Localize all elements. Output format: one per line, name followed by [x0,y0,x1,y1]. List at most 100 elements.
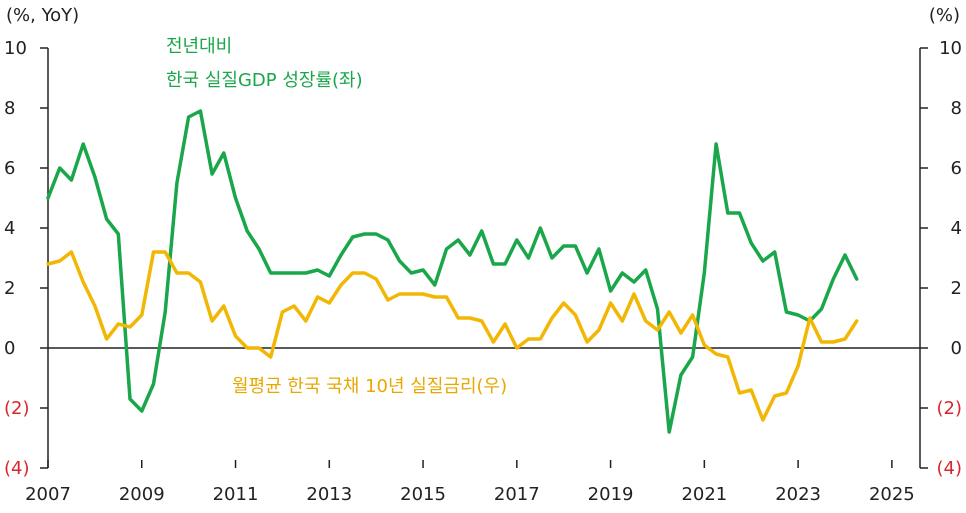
data-point-gdp [644,268,647,272]
right-tick-label: 0 [951,338,962,359]
data-point-gdp [316,268,319,272]
right-tick-label: 6 [951,158,962,179]
data-point-gdp [257,247,261,251]
data-point-gdp [714,142,718,146]
data-point-rate [527,337,530,341]
data-point-rate [105,337,108,341]
data-point-rate [351,271,354,275]
data-point-rate [726,355,729,359]
data-point-rate [668,310,671,314]
data-point-rate [175,271,179,275]
data-point-gdp [656,307,659,311]
data-point-rate [398,292,401,296]
rate-label: 월평균 한국 국채 10년 실질금리(우) [232,376,507,397]
data-point-gdp [820,307,823,311]
data-point-rate [269,355,272,359]
x-tick-label: 2015 [400,484,446,505]
data-point-rate [58,259,61,263]
data-point-rate [785,391,788,395]
data-point-gdp [351,235,354,239]
data-point-rate [820,340,823,344]
data-point-gdp [246,229,249,233]
x-tick-label: 2019 [588,484,634,505]
data-point-gdp [269,271,272,275]
data-point-rate [117,322,120,326]
data-point-gdp [585,271,589,275]
data-point-gdp [70,178,73,182]
left-tick-label: 2 [4,278,15,299]
right-tick-label: 4 [951,218,962,239]
data-point-gdp [187,115,190,119]
data-point-rate [808,316,811,320]
data-point-gdp [832,277,835,281]
data-point-rate [421,292,425,296]
data-point-rate [210,319,214,323]
data-point-rate [492,340,495,344]
data-point-rate [480,319,483,323]
data-point-gdp [855,277,858,281]
data-point-gdp [46,196,50,200]
data-point-gdp [562,244,565,248]
gdp-label-line-1: 전년대비 [166,36,232,57]
left-axis-unit: (%, YoY) [6,5,79,26]
x-tick-label: 2023 [775,484,821,505]
data-point-rate [82,280,85,284]
data-point-rate [328,301,331,305]
data-point-gdp [468,253,472,257]
x-tick-label: 2017 [494,484,540,505]
left-axis-ticks: 10 8 6 4 2 0 (2) (4) [4,38,48,479]
data-point-gdp [703,271,706,275]
data-point-rate [679,331,683,335]
x-tick-label: 2013 [306,484,352,505]
data-point-rate [503,322,507,326]
series-line-rate [46,250,859,422]
left-tick-label: 8 [4,98,15,119]
right-tick-label: (4) [937,458,963,479]
data-point-gdp [152,382,155,386]
data-point-gdp [199,109,202,113]
data-point-gdp [621,271,624,275]
data-point-rate [246,346,249,350]
data-point-rate [433,295,436,299]
data-point-rate [375,277,378,281]
data-point-rate [128,325,132,329]
x-tick-label: 2007 [25,484,71,505]
data-point-gdp [550,256,554,260]
data-point-rate [656,328,659,332]
data-point-gdp [539,226,542,230]
data-point-gdp [668,430,671,434]
data-point-rate [410,292,413,296]
data-point-rate [562,301,565,305]
data-point-gdp [386,238,390,242]
right-axis-ticks: 10 8 6 4 2 0 (2) (4) [920,38,962,479]
data-point-gdp [515,238,518,242]
data-point-gdp [140,409,143,413]
data-point-gdp [679,373,683,377]
data-point-rate [445,295,448,299]
data-point-rate [621,319,624,323]
data-point-gdp [574,244,577,248]
data-point-rate [539,337,542,341]
data-point-gdp [597,247,601,251]
data-point-gdp [609,289,612,293]
data-point-rate [644,319,647,323]
series-line-gdp [46,109,859,434]
series-layer [46,109,859,434]
right-tick-label: (2) [937,398,963,419]
left-tick-label: 4 [4,218,15,239]
data-point-gdp [457,238,460,242]
data-point-rate [609,301,612,305]
left-tick-label: 6 [4,158,15,179]
data-point-gdp [222,151,225,155]
data-point-rate [363,271,366,275]
left-tick-label: 0 [4,338,15,359]
data-point-gdp [82,142,85,146]
data-point-rate [164,250,167,254]
data-point-rate [152,250,155,254]
data-point-gdp [281,271,284,275]
data-point-gdp [480,229,483,233]
data-point-rate [257,346,261,350]
data-point-rate [632,292,636,296]
data-point-rate [292,304,296,308]
data-point-gdp [363,232,366,236]
